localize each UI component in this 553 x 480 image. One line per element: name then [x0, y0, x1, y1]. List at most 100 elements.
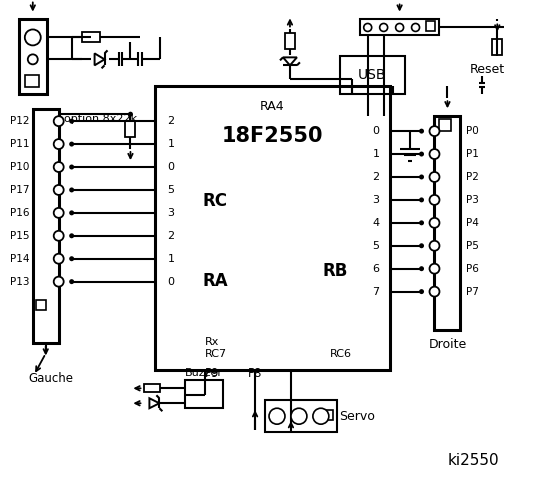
Circle shape [69, 119, 74, 124]
Text: Buzzer: Buzzer [185, 368, 223, 378]
Text: 1: 1 [373, 149, 380, 159]
Circle shape [430, 287, 440, 297]
Circle shape [69, 165, 74, 169]
Circle shape [419, 129, 424, 133]
Bar [265, 400, 337, 432]
Circle shape [54, 254, 64, 264]
Text: P2: P2 [466, 172, 479, 182]
Circle shape [313, 408, 329, 424]
Text: option 8x22k: option 8x22k [64, 114, 137, 124]
Text: 2: 2 [168, 116, 175, 126]
Text: 1: 1 [168, 254, 174, 264]
Circle shape [419, 266, 424, 271]
Text: P12: P12 [11, 116, 30, 126]
Text: P0: P0 [466, 126, 479, 136]
Text: 4: 4 [373, 218, 380, 228]
Circle shape [419, 175, 424, 180]
Text: USB: USB [357, 68, 386, 82]
Circle shape [128, 112, 133, 117]
Circle shape [25, 29, 41, 46]
Text: 6: 6 [373, 264, 380, 274]
Circle shape [269, 408, 285, 424]
Circle shape [291, 408, 307, 424]
Text: Gauche: Gauche [28, 372, 73, 385]
Text: P3: P3 [466, 195, 479, 205]
Bar [492, 39, 502, 55]
Text: 2: 2 [168, 231, 175, 241]
Bar [82, 33, 100, 42]
Circle shape [54, 208, 64, 218]
Text: Servo: Servo [339, 410, 375, 423]
Circle shape [395, 24, 404, 32]
Text: RB: RB [322, 262, 347, 280]
Bar [33, 109, 59, 343]
Circle shape [419, 197, 424, 203]
Text: P14: P14 [11, 254, 30, 264]
Circle shape [69, 233, 74, 238]
Bar [440, 119, 451, 131]
Text: RA: RA [202, 272, 228, 289]
Text: RC7: RC7 [205, 349, 227, 360]
Circle shape [419, 220, 424, 225]
Circle shape [430, 172, 440, 182]
Text: RC: RC [203, 192, 228, 210]
Bar [36, 300, 46, 310]
Bar [340, 56, 405, 94]
Circle shape [430, 218, 440, 228]
Text: 3: 3 [168, 208, 174, 218]
Text: RA4: RA4 [260, 100, 284, 113]
Text: P1: P1 [466, 149, 479, 159]
Bar [360, 20, 440, 36]
Circle shape [411, 24, 420, 32]
Circle shape [54, 139, 64, 149]
Circle shape [430, 195, 440, 205]
Text: P5: P5 [466, 241, 479, 251]
Text: 2: 2 [373, 172, 380, 182]
Circle shape [419, 152, 424, 156]
Circle shape [69, 279, 74, 284]
Circle shape [69, 256, 74, 261]
Circle shape [54, 116, 64, 126]
Circle shape [364, 24, 372, 32]
Circle shape [430, 264, 440, 274]
Circle shape [69, 188, 74, 192]
Circle shape [54, 276, 64, 287]
Text: P17: P17 [11, 185, 30, 195]
Bar [25, 75, 39, 87]
Circle shape [430, 241, 440, 251]
Text: 5: 5 [168, 185, 174, 195]
Text: 1: 1 [168, 139, 174, 149]
Circle shape [54, 162, 64, 172]
Circle shape [28, 54, 38, 64]
Text: P6: P6 [466, 264, 479, 274]
Text: P4: P4 [466, 218, 479, 228]
Bar [323, 410, 333, 420]
Text: P11: P11 [11, 139, 30, 149]
Text: P13: P13 [11, 276, 30, 287]
Bar [155, 86, 390, 371]
Circle shape [54, 231, 64, 241]
Text: RC6: RC6 [330, 349, 352, 360]
Bar [285, 34, 295, 49]
Circle shape [430, 149, 440, 159]
Text: ki2550: ki2550 [448, 453, 499, 468]
Text: P9: P9 [205, 367, 220, 380]
Circle shape [380, 24, 388, 32]
Circle shape [54, 185, 64, 195]
Bar [144, 384, 160, 392]
Circle shape [69, 210, 74, 216]
Circle shape [69, 142, 74, 146]
Bar [185, 380, 223, 408]
Bar [19, 20, 47, 94]
Text: 7: 7 [373, 287, 380, 297]
Text: P7: P7 [466, 287, 479, 297]
Text: 0: 0 [168, 276, 174, 287]
Bar [126, 121, 135, 137]
Text: Droite: Droite [429, 338, 467, 351]
Text: P15: P15 [11, 231, 30, 241]
Text: P8: P8 [248, 367, 262, 380]
Circle shape [419, 289, 424, 294]
Bar [435, 116, 461, 331]
Circle shape [430, 126, 440, 136]
Bar [425, 22, 436, 32]
